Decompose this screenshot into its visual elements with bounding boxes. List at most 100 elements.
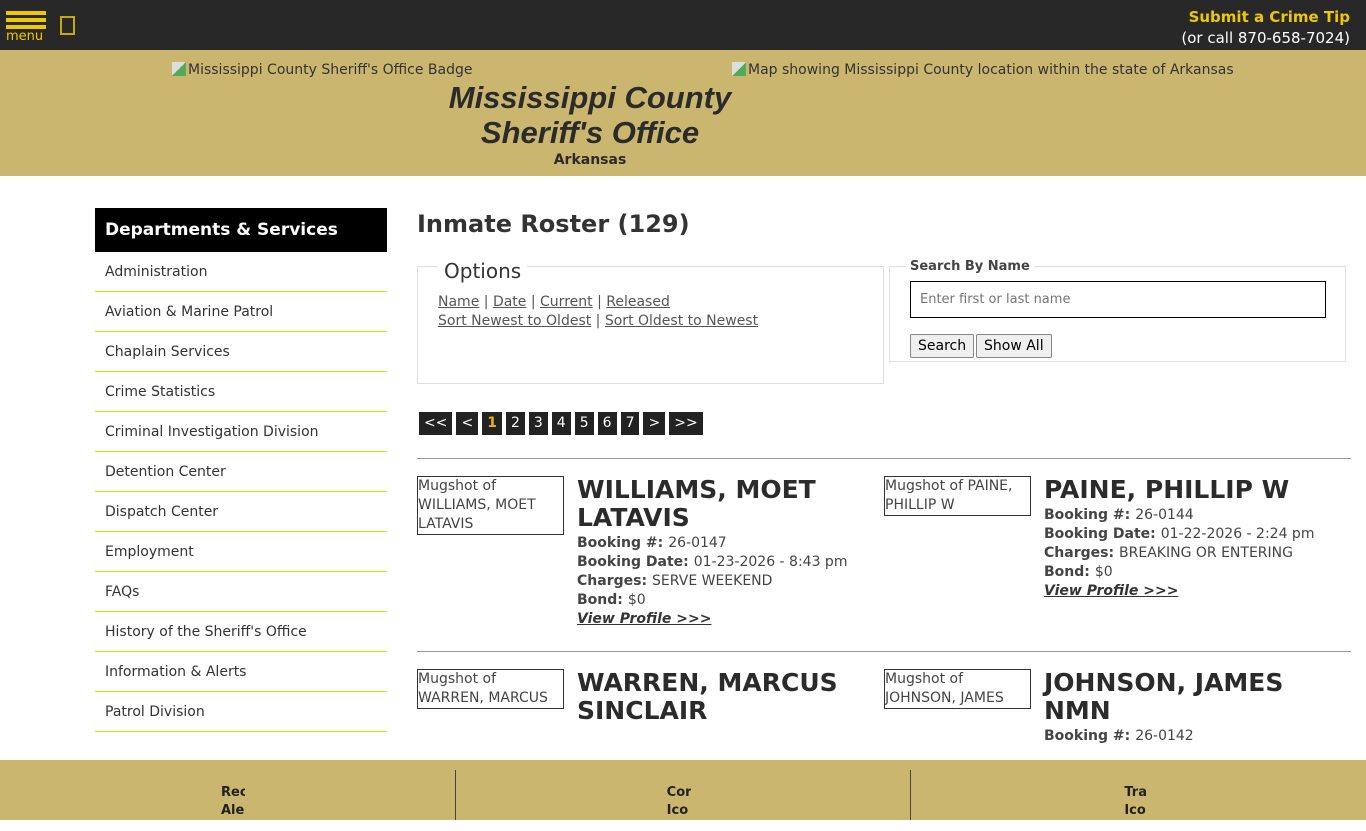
page-link[interactable]: > — [643, 412, 666, 435]
top-bar: menu Submit a Crime Tip (or call 870-658-… — [0, 0, 1366, 50]
page-link[interactable]: < — [456, 412, 479, 435]
inmate-card: Mugshot of WARREN, MARCUS WARREN, MARCUS … — [417, 651, 877, 831]
crime-tip-link[interactable]: Submit a Crime Tip (or call 870-658-7024) — [1181, 7, 1350, 49]
search-input[interactable] — [910, 281, 1326, 318]
field-value: BREAKING OR ENTERING — [1119, 545, 1293, 561]
option-link[interactable]: Sort Oldest to Newest — [604, 313, 759, 329]
mugshot-image[interactable]: Mugshot of JOHNSON, JAMES — [884, 669, 1031, 709]
footer-icon-label: Tra Ico — [1124, 785, 1147, 818]
option-link[interactable]: Current — [540, 294, 593, 310]
inmate-name[interactable]: WILLIAMS, MOET LATAVIS — [577, 475, 816, 532]
inmate-card: Mugshot of WILLIAMS, MOET LATAVIS WILLIAM… — [417, 458, 877, 638]
inmate-info: WILLIAMS, MOET LATAVIS Booking #: 26-0147 B… — [577, 476, 877, 629]
option-link[interactable]: Sort Newest to Oldest — [438, 313, 592, 329]
site-subtitle: Arkansas — [553, 152, 627, 168]
inmate-field: Booking Date: 01-22-2026 - 2:24 pm — [1044, 525, 1344, 544]
sidebar-item[interactable]: Employment — [95, 532, 387, 572]
sidebar-item[interactable]: Dispatch Center — [95, 492, 387, 532]
field-label: Booking Date: — [577, 554, 689, 570]
inmate-field: Booking Date: 01-23-2026 - 8:43 pm — [577, 553, 877, 572]
sidebar-item[interactable]: Criminal Investigation Division — [95, 412, 387, 452]
sidebar-item[interactable]: Detention Center — [95, 452, 387, 492]
field-value: 01-22-2026 - 2:24 pm — [1160, 526, 1315, 542]
footer-bar: Rec Aler Cor Ico Tra Ico — [0, 760, 1366, 820]
inmate-field: Charges: SERVE WEEKEND — [577, 572, 877, 591]
page-link[interactable]: << — [419, 412, 453, 435]
main-content: Inmate Roster (129) Options Name | Date … — [417, 208, 1351, 744]
field-value: $0 — [1094, 564, 1113, 580]
map-image: Map showing Mississippi County location … — [732, 62, 1234, 78]
page-link[interactable]: 1 — [482, 412, 502, 435]
sidebar-item[interactable]: Aviation & Marine Patrol — [95, 292, 387, 332]
menu-label: menu — [6, 29, 44, 44]
page-link[interactable]: 6 — [597, 412, 617, 435]
view-profile-link[interactable]: View Profile >>> — [1044, 583, 1179, 599]
page-title: Inmate Roster (129) — [417, 210, 690, 238]
inmate-field: Booking #: 26-0147 — [577, 534, 877, 553]
field-value: $0 — [627, 592, 646, 608]
sidebar-item[interactable]: Chaplain Services — [95, 332, 387, 372]
footer-icon-label: Cor Ico — [666, 785, 691, 818]
options-panel: Options Name | Date | Current | Released… — [417, 259, 884, 384]
footer-link[interactable]: Tra Ico — [911, 770, 1366, 820]
view-profile-link[interactable]: View Profile >>> — [577, 611, 712, 627]
inmate-name[interactable]: JOHNSON, JAMES NMN — [1044, 668, 1284, 725]
sidebar-item[interactable]: Information & Alerts — [95, 652, 387, 692]
inmate-field: Booking #: 26-0142 — [1044, 727, 1344, 746]
options-row: Sort Newest to Oldest | Sort Oldest to N… — [438, 313, 759, 329]
site-title[interactable]: Mississippi County Sheriff's Office — [448, 80, 732, 150]
sidebar-item[interactable]: Patrol Division — [95, 692, 387, 732]
option-link[interactable]: Name — [438, 294, 480, 310]
page-link[interactable]: 7 — [620, 412, 640, 435]
menu-button[interactable]: menu — [6, 11, 46, 43]
search-button[interactable]: Search — [910, 334, 975, 358]
sidebar-item[interactable]: Crime Statistics — [95, 372, 387, 412]
inmate-info: JOHNSON, JAMES NMN Booking #: 26-0142 — [1044, 669, 1344, 746]
footer-icon-label: Rec Aler — [221, 785, 245, 818]
badge-image: Mississippi County Sheriff's Office Badg… — [172, 62, 473, 78]
field-value: 26-0147 — [668, 535, 727, 551]
field-label: Booking Date: — [1044, 526, 1156, 542]
inmate-field: Charges: BREAKING OR ENTERING — [1044, 544, 1344, 563]
page-link[interactable]: 5 — [574, 412, 594, 435]
inmate-field: Bond: $0 — [1044, 563, 1344, 582]
inmate-info: PAINE, PHILLIP W Booking #: 26-0144 Booking… — [1044, 476, 1344, 601]
field-value: 26-0142 — [1135, 728, 1194, 744]
sidebar-item[interactable]: Administration — [95, 252, 387, 292]
options-title: Options — [438, 259, 528, 283]
field-label: Charges: — [1044, 545, 1115, 561]
divider — [417, 458, 1351, 459]
option-link[interactable]: Released — [606, 294, 670, 310]
options-row: Name | Date | Current | Released — [438, 294, 670, 310]
sidebar: Departments & Services Administration Avi… — [95, 208, 387, 732]
inmate-name[interactable]: PAINE, PHILLIP W — [1044, 475, 1290, 504]
field-value: 26-0144 — [1135, 507, 1194, 523]
footer-link[interactable]: Cor Ico — [456, 770, 912, 820]
inmate-info: WARREN, MARCUS SINCLAIR — [577, 669, 877, 727]
inmate-card: Mugshot of JOHNSON, JAMES JOHNSON, JAMES … — [884, 651, 1344, 831]
sidebar-list: Administration Aviation & Marine Patrol Ch… — [95, 252, 387, 732]
show-all-button[interactable]: Show All — [976, 334, 1052, 358]
mugshot-image[interactable]: Mugshot of WILLIAMS, MOET LATAVIS — [417, 476, 564, 535]
sidebar-item[interactable]: History of the Sheriff's Office — [95, 612, 387, 652]
inmate-field: Booking #: 26-0144 — [1044, 506, 1344, 525]
inmate-name[interactable]: WARREN, MARCUS SINCLAIR — [577, 668, 838, 725]
page-link[interactable]: 4 — [551, 412, 571, 435]
divider — [417, 651, 1351, 652]
pagination: << <1 2 3 4 5 6 7 > >> — [419, 412, 703, 435]
search-toggle-icon[interactable] — [60, 16, 75, 35]
field-label: Bond: — [1044, 564, 1090, 580]
inmate-card: Mugshot of PAINE, PHILLIP W PAINE, PHILLI… — [884, 458, 1344, 638]
inmate-field: Bond: $0 — [577, 591, 877, 610]
page-link[interactable]: 3 — [528, 412, 548, 435]
mugshot-image[interactable]: Mugshot of WARREN, MARCUS — [417, 669, 564, 709]
mugshot-image[interactable]: Mugshot of PAINE, PHILLIP W — [884, 476, 1031, 516]
footer-link[interactable]: Rec Aler — [0, 770, 456, 820]
hamburger-icon-bar — [6, 18, 46, 22]
page-link[interactable]: 2 — [505, 412, 525, 435]
field-value: 01-23-2026 - 8:43 pm — [693, 554, 848, 570]
option-link[interactable]: Date — [492, 294, 527, 310]
crime-tip-title: Submit a Crime Tip — [1188, 8, 1350, 26]
page-link[interactable]: >> — [669, 412, 703, 435]
sidebar-item[interactable]: FAQs — [95, 572, 387, 612]
